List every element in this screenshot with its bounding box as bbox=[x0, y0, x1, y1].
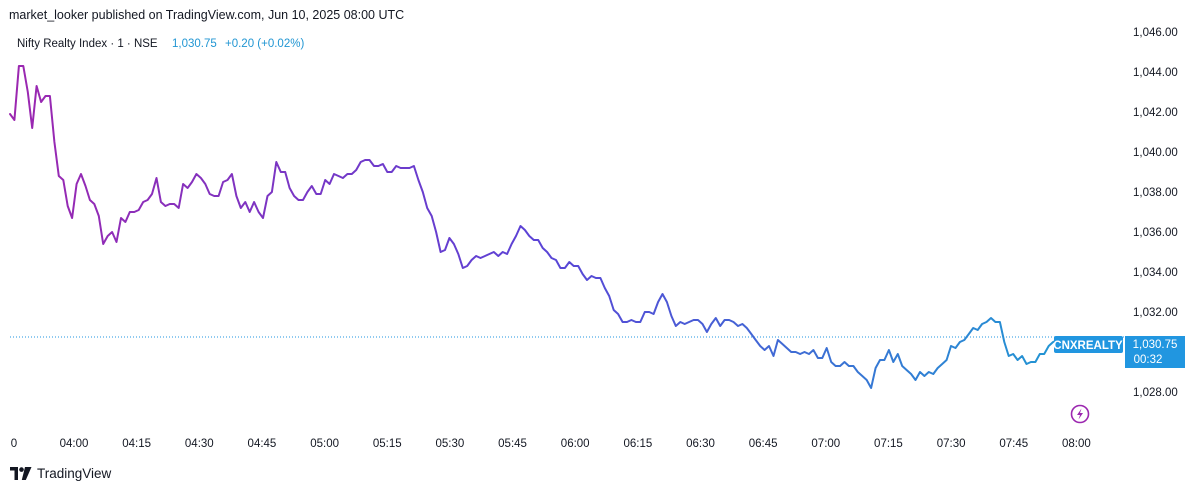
legend: Nifty Realty Index · 1 · NSE 1,030.75 +0… bbox=[17, 38, 304, 50]
legend-price: 1,030.75 bbox=[172, 38, 217, 50]
x-tick-label: 07:30 bbox=[937, 438, 966, 450]
y-tick-label: 1,044.00 bbox=[1133, 67, 1178, 79]
brand-name: TradingView bbox=[37, 466, 112, 481]
y-tick-label: 1,046.00 bbox=[1133, 27, 1178, 39]
x-tick-label: 05:00 bbox=[310, 438, 339, 450]
ticker-badge bbox=[1054, 336, 1123, 353]
y-tick-label: 1,040.00 bbox=[1133, 147, 1178, 159]
x-axis[interactable]: 0 04:00 04:15 04:30 04:45 05:00 05:15 05:30 05:4… bbox=[11, 438, 1091, 450]
price-badge bbox=[1125, 336, 1185, 368]
y-tick-label: 1,028.00 bbox=[1133, 387, 1178, 399]
x-tick-label: 07:00 bbox=[811, 438, 840, 450]
x-tick-label: 08:00 bbox=[1062, 438, 1091, 450]
ticker-label: CNXREALTY bbox=[1053, 340, 1123, 352]
x-tick-label: 07:45 bbox=[999, 438, 1028, 450]
y-axis[interactable]: 1,046.00 1,044.00 1,042.00 1,040.00 1,038.00… bbox=[1133, 27, 1178, 399]
footer: TradingView bbox=[10, 466, 111, 481]
x-tick-label: 06:30 bbox=[686, 438, 715, 450]
flash-icon[interactable] bbox=[1070, 404, 1090, 424]
x-tick-label: 0 bbox=[11, 438, 17, 450]
y-tick-label: 1,042.00 bbox=[1133, 107, 1178, 119]
x-tick-label: 04:00 bbox=[60, 438, 89, 450]
legend-symbol: Nifty Realty Index · 1 · NSE bbox=[17, 38, 158, 50]
y-tick-label: 1,038.00 bbox=[1133, 187, 1178, 199]
x-tick-label: 07:15 bbox=[874, 438, 903, 450]
x-tick-label: 04:30 bbox=[185, 438, 214, 450]
legend-change: +0.20 (+0.02%) bbox=[225, 38, 304, 50]
price-label: CNXREALTY 1,030.75 00:32 bbox=[1053, 336, 1185, 368]
x-tick-label: 06:15 bbox=[623, 438, 652, 450]
x-tick-label: 05:30 bbox=[436, 438, 465, 450]
price-badge-countdown: 00:32 bbox=[1134, 354, 1163, 366]
x-tick-label: 05:15 bbox=[373, 438, 402, 450]
tradingview-logo-icon[interactable] bbox=[10, 467, 32, 480]
x-tick-label: 04:15 bbox=[122, 438, 151, 450]
x-tick-label: 04:45 bbox=[248, 438, 277, 450]
series-line bbox=[9, 65, 1063, 389]
publisher-text: market_looker published on TradingView.c… bbox=[9, 8, 405, 22]
x-tick-label: 06:00 bbox=[561, 438, 590, 450]
x-tick-label: 05:45 bbox=[498, 438, 527, 450]
y-tick-label: 1,036.00 bbox=[1133, 227, 1178, 239]
x-tick-label: 06:45 bbox=[749, 438, 778, 450]
price-badge-value: 1,030.75 bbox=[1133, 339, 1178, 351]
y-tick-label: 1,032.00 bbox=[1133, 307, 1178, 319]
publisher-header: market_looker published on TradingView.c… bbox=[9, 8, 404, 22]
y-tick-label: 1,034.00 bbox=[1133, 267, 1178, 279]
